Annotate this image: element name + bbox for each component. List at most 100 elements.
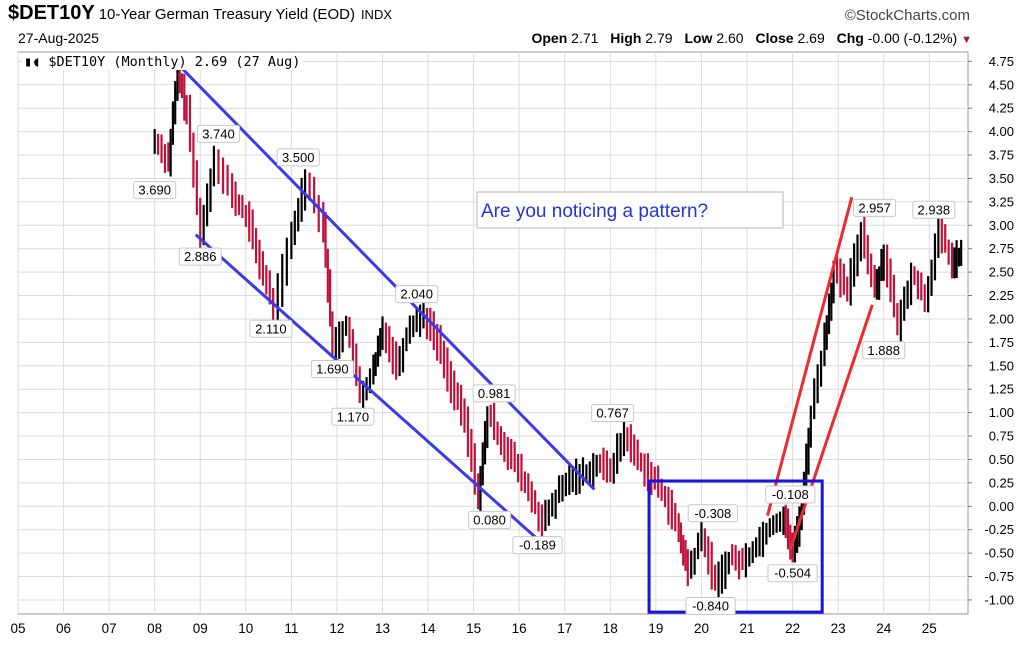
y-tick-label: 2.75 bbox=[989, 241, 1014, 256]
instrument-name: 10-Year German Treasury Yield (EOD) bbox=[98, 6, 355, 23]
channel-upper-line bbox=[178, 65, 596, 491]
y-tick-label: 3.75 bbox=[989, 148, 1014, 163]
bars-icon: ▮◖ bbox=[24, 54, 41, 70]
annotation-box bbox=[249, 319, 293, 338]
annotation-label: 3.690 bbox=[138, 183, 171, 198]
annotation-label: 1.690 bbox=[316, 362, 349, 377]
y-tick-label: 2.00 bbox=[989, 311, 1014, 326]
x-tick-label: 21 bbox=[740, 621, 755, 636]
annotation-label: 3.500 bbox=[282, 150, 315, 165]
low-label: Low bbox=[684, 30, 713, 46]
x-tick-label: 13 bbox=[375, 621, 390, 636]
annotation-label: 2.957 bbox=[858, 200, 891, 215]
x-tick-label: 12 bbox=[329, 621, 344, 636]
x-tick-label: 14 bbox=[421, 621, 437, 636]
callout-box bbox=[476, 191, 784, 229]
annotation-label: -0.840 bbox=[692, 599, 729, 614]
annotation-box bbox=[468, 510, 512, 529]
annotation-box bbox=[767, 564, 818, 583]
value-annotations: 3.690 3.740 2.886 3.500 2.110 1.690 1.170 2.040… bbox=[133, 124, 956, 616]
annotation-box bbox=[912, 200, 956, 219]
chg-value: -0.00 (-0.12%) bbox=[867, 30, 958, 46]
x-tick-label: 09 bbox=[193, 621, 208, 636]
brand-label: ©StockCharts.com bbox=[844, 7, 970, 24]
x-tick-label: 19 bbox=[648, 621, 663, 636]
chart-header: $DET10Y 10-Year German Treasury Yield (EO… bbox=[8, 2, 392, 28]
annotation-box bbox=[196, 124, 240, 143]
annotation-box bbox=[862, 341, 906, 360]
annotation-box bbox=[276, 148, 320, 167]
annotation-box bbox=[765, 485, 816, 504]
annotation-box bbox=[512, 536, 563, 555]
open-label: Open bbox=[531, 30, 568, 46]
quote-date: 27-Aug-2025 bbox=[18, 30, 99, 46]
y-tick-label: 4.00 bbox=[989, 124, 1014, 139]
y-tick-label: 1.00 bbox=[989, 405, 1014, 420]
x-tick-label: 17 bbox=[557, 621, 572, 636]
y-tick-label: -1.00 bbox=[984, 592, 1014, 607]
annotation-label: 2.110 bbox=[255, 321, 287, 336]
y-tick-label: 3.50 bbox=[989, 171, 1014, 186]
x-tick-label: 06 bbox=[56, 621, 71, 636]
channel-lower-line bbox=[194, 233, 555, 555]
y-tick-label: 4.75 bbox=[989, 54, 1014, 69]
ohlc-readout: Open 2.71 High 2.79 Low 2.60 Close 2.69 … bbox=[531, 30, 972, 46]
chg-label: Chg bbox=[836, 30, 864, 46]
y-tick-label: 3.00 bbox=[989, 218, 1014, 233]
y-tick-label: 1.75 bbox=[989, 335, 1014, 350]
annotation-label: -0.504 bbox=[774, 566, 811, 581]
trend-upper-line bbox=[766, 196, 854, 517]
annotation-label: 0.981 bbox=[478, 386, 511, 401]
annotation-label: 3.740 bbox=[202, 126, 235, 141]
y-tick-label: -0.25 bbox=[984, 522, 1014, 537]
annotation-label: 2.040 bbox=[400, 287, 433, 302]
annotation-box bbox=[133, 181, 177, 200]
trend-lower-line bbox=[788, 304, 874, 550]
x-tick-label: 05 bbox=[10, 621, 25, 636]
y-tick-label: 3.25 bbox=[989, 194, 1014, 209]
chart-legend: ▮◖ $DET10Y (Monthly) 2.69 (27 Aug) bbox=[22, 54, 303, 70]
high-label: High bbox=[610, 30, 642, 46]
y-tick-label: 2.50 bbox=[989, 265, 1014, 280]
exchange-label: INDX bbox=[360, 7, 392, 22]
x-tick-label: 25 bbox=[922, 621, 937, 636]
y-tick-label: 4.25 bbox=[989, 101, 1014, 116]
y-tick-label: 0.75 bbox=[989, 429, 1014, 444]
annotation-label: 2.938 bbox=[918, 202, 951, 217]
x-tick-label: 11 bbox=[284, 621, 298, 636]
callout-text: Are you noticing a pattern? bbox=[481, 201, 708, 222]
annotation-label: 0.767 bbox=[596, 406, 629, 421]
annotation-label: -0.308 bbox=[694, 506, 731, 521]
x-tick-label: 08 bbox=[147, 621, 162, 636]
y-tick-label: 4.50 bbox=[989, 77, 1014, 92]
annotation-label: -0.108 bbox=[772, 487, 809, 502]
y-tick-label: 0.50 bbox=[989, 452, 1014, 467]
down-arrow-icon: ▼ bbox=[961, 34, 972, 46]
close-label: Close bbox=[755, 30, 794, 46]
annotation-box bbox=[178, 247, 222, 266]
annotation-box bbox=[853, 198, 897, 217]
annotation-box bbox=[331, 407, 375, 426]
annotation-box bbox=[310, 360, 354, 379]
y-tick-label: 1.25 bbox=[989, 382, 1014, 397]
close-value: 2.69 bbox=[797, 30, 825, 46]
annotation-box bbox=[687, 504, 738, 523]
x-tick-label: 18 bbox=[603, 621, 618, 636]
x-tick-label: 10 bbox=[238, 621, 253, 636]
x-tick-label: 15 bbox=[466, 621, 481, 636]
callout: Are you noticing a pattern? bbox=[476, 191, 784, 229]
y-tick-label: 1.50 bbox=[989, 358, 1014, 373]
y-axis: 4.75 4.50 4.25 4.00 3.75 3.50 3.25 3.00 2.75 2.50… bbox=[968, 54, 1014, 607]
annotation-label: 0.080 bbox=[473, 512, 506, 527]
open-value: 2.71 bbox=[571, 30, 599, 46]
x-tick-label: 23 bbox=[831, 621, 846, 636]
symbol-label: $DET10Y bbox=[8, 2, 95, 24]
annotation-box bbox=[395, 285, 439, 304]
y-tick-label: 0.25 bbox=[989, 475, 1014, 490]
y-tick-label: -0.75 bbox=[984, 569, 1014, 584]
y-tick-label: -0.50 bbox=[984, 546, 1014, 561]
x-tick-label: 16 bbox=[512, 621, 527, 636]
low-value: 2.60 bbox=[716, 30, 744, 46]
annotation-label: -0.189 bbox=[519, 538, 556, 553]
